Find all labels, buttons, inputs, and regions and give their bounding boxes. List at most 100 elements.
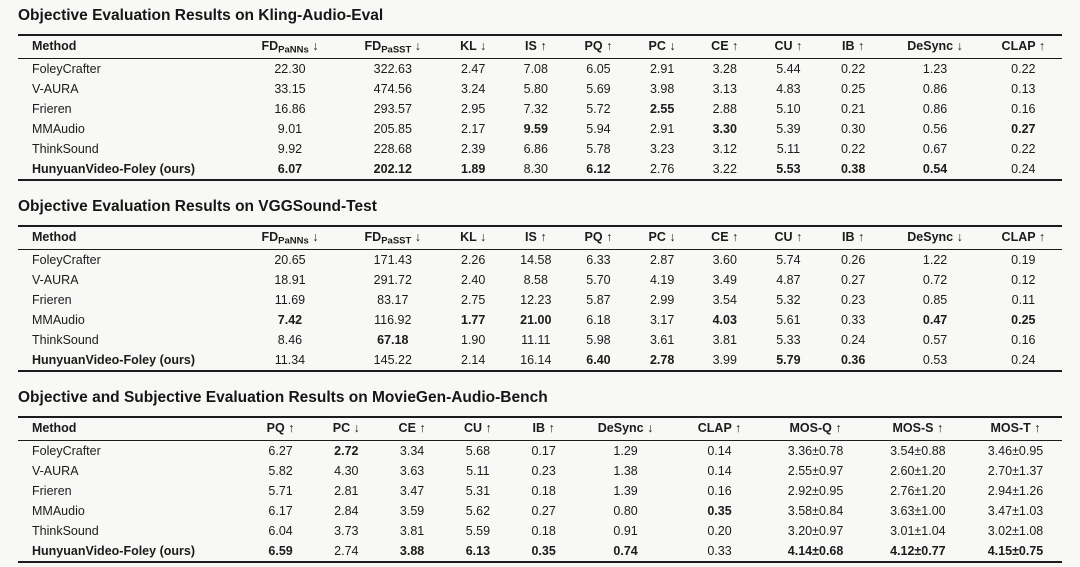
value-cell: 3.63 [399, 463, 425, 478]
value-cell: 33.15 [274, 81, 306, 96]
value-cell: 145.22 [373, 352, 412, 367]
value-cell: 0.54 [922, 161, 948, 176]
value-cell: 0.30 [840, 121, 866, 136]
value-cell: 291.72 [373, 272, 412, 287]
value-cell: 0.56 [922, 121, 948, 136]
value-cell: 0.23 [840, 292, 866, 307]
column-header: CE ↑ [693, 226, 757, 250]
value-cell: 5.11 [466, 463, 490, 478]
value-cell: 0.11 [1011, 292, 1036, 307]
value-cell: 0.36 [840, 352, 866, 367]
value-cell: 6.12 [586, 161, 611, 176]
value-cell: 228.68 [373, 141, 412, 156]
value-cell: 3.54±0.88 [890, 443, 946, 458]
value-cell: 0.24 [840, 332, 866, 347]
value-cell: 5.72 [586, 101, 611, 116]
value-cell: 2.17 [461, 121, 486, 136]
column-header: DeSync ↓ [885, 226, 985, 250]
method-cell: V-AURA [32, 272, 79, 287]
method-cell: ThinkSound [32, 332, 99, 347]
value-cell: 5.79 [776, 352, 801, 367]
value-cell: 3.98 [649, 81, 675, 96]
value-cell: 9.01 [277, 121, 303, 136]
value-cell: 6.04 [268, 523, 293, 538]
value-cell: 11.11 [521, 332, 551, 347]
value-cell: 5.62 [465, 503, 491, 518]
table-row: ThinkSound 9.92 228.68 2.39 6.86 5.78 3.23 3.12… [18, 139, 1062, 159]
value-cell: 7.42 [277, 312, 303, 327]
column-header: CE ↑ [693, 35, 757, 59]
value-cell: 67.18 [377, 332, 409, 347]
table-row: V-AURA 33.15 474.56 3.24 5.80 5.69 3.98 3.13 4.8… [18, 79, 1062, 99]
value-cell: 6.33 [586, 252, 611, 267]
section-vggsound-test: Objective Evaluation Results on VGGSound… [18, 197, 1062, 372]
column-header: MOS-Q ↑ [764, 417, 867, 441]
section-moviegen-audio-bench: Objective and Subjective Evaluation Resu… [18, 388, 1062, 563]
value-cell: 0.67 [922, 141, 948, 156]
value-cell: 0.27 [1011, 121, 1036, 136]
value-cell: 3.49 [712, 272, 737, 287]
column-header: CLAP ↑ [674, 417, 765, 441]
value-cell: 4.19 [649, 272, 675, 287]
value-cell: 0.86 [922, 81, 948, 96]
vggsound-test-table: Method FDPaNNs ↓ FDPaSST ↓ KL ↓ IS ↑ PQ ↑ PC ↓… [18, 225, 1062, 372]
value-cell: 0.13 [1011, 81, 1036, 96]
value-cell: 0.27 [531, 503, 556, 518]
value-cell: 5.71 [268, 483, 293, 498]
value-cell: 202.12 [373, 161, 412, 176]
value-cell: 9.59 [523, 121, 548, 136]
table-row: FoleyCrafter 20.65 171.43 2.26 14.58 6.33 2.87… [18, 250, 1062, 271]
value-cell: 1.22 [922, 252, 948, 267]
value-cell: 7.08 [523, 61, 548, 76]
value-cell: 2.78 [649, 352, 675, 367]
table-row: Frieren 11.69 83.17 2.75 12.23 5.87 2.99 3.54 5.… [18, 290, 1062, 310]
value-cell: 3.30 [712, 121, 737, 136]
value-cell: 2.72 [334, 443, 359, 458]
value-cell: 0.16 [1011, 101, 1036, 116]
value-cell: 0.91 [613, 523, 638, 538]
value-cell: 12.23 [520, 292, 552, 307]
value-cell: 16.14 [520, 352, 552, 367]
value-cell: 2.92±0.95 [787, 483, 844, 498]
method-cell: HunyuanVideo-Foley (ours) [32, 161, 195, 176]
value-cell: 18.91 [274, 272, 306, 287]
method-cell: MMAudio [32, 121, 85, 136]
value-cell: 1.89 [461, 161, 486, 176]
column-header: KL ↓ [440, 35, 506, 59]
column-header: CU ↑ [444, 417, 511, 441]
column-header: IB ↑ [510, 417, 577, 441]
header-row: Method PQ ↑ PC ↓ CE ↑ CU ↑ IB ↑ DeSync ↓ CLAP ↑… [18, 417, 1062, 441]
value-cell: 0.47 [922, 312, 948, 327]
value-cell: 0.33 [707, 543, 732, 558]
column-header: PQ ↑ [566, 35, 631, 59]
value-cell: 5.74 [776, 252, 801, 267]
value-cell: 2.88 [712, 101, 737, 116]
value-cell: 11.34 [274, 352, 306, 367]
value-cell: 7.32 [523, 101, 548, 116]
value-cell: 0.22 [1011, 61, 1036, 76]
column-header: DeSync ↓ [885, 35, 985, 59]
value-cell: 3.23 [649, 141, 675, 156]
value-cell: 6.59 [268, 543, 293, 558]
value-cell: 6.13 [465, 543, 491, 558]
value-cell: 1.39 [613, 483, 638, 498]
header-row: Method FDPaNNs ↓ FDPaSST ↓ KL ↓ IS ↑ PQ ↑ PC ↓… [18, 226, 1062, 250]
value-cell: 4.12±0.77 [890, 543, 946, 558]
value-cell: 5.87 [586, 292, 611, 307]
value-cell: 2.75 [461, 292, 486, 307]
value-cell: 5.82 [268, 463, 293, 478]
value-cell: 3.60 [712, 252, 737, 267]
value-cell: 2.76±1.20 [890, 483, 946, 498]
value-cell: 0.80 [613, 503, 638, 518]
value-cell: 0.20 [707, 523, 732, 538]
value-cell: 3.54 [712, 292, 737, 307]
value-cell: 2.55 [649, 101, 675, 116]
column-header: PQ ↑ [247, 417, 314, 441]
value-cell: 3.12 [712, 141, 737, 156]
value-cell: 6.07 [277, 161, 303, 176]
column-header: FDPaSST ↓ [344, 35, 441, 59]
table-row: MMAudio 7.42 116.92 1.77 21.00 6.18 3.17 4.03 5.… [18, 310, 1062, 330]
table-row: MMAudio 9.01 205.85 2.17 9.59 5.94 2.91 3.30 5.3… [18, 119, 1062, 139]
column-header: FDPaNNs ↓ [235, 226, 345, 250]
section-title-vggsound: Objective Evaluation Results on VGGSound… [18, 198, 377, 215]
